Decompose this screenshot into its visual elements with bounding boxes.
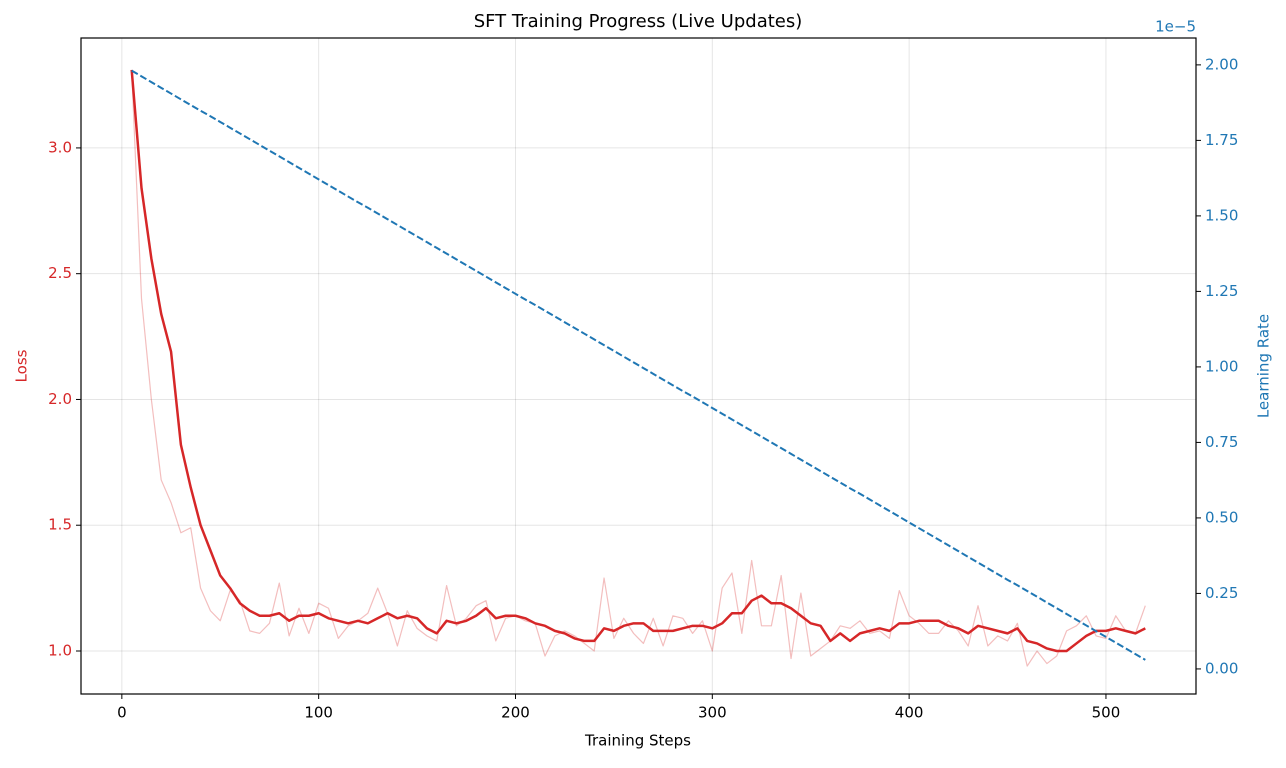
y-tick-label: 2.5 xyxy=(48,264,72,282)
x-tick-label: 300 xyxy=(698,704,727,722)
y2-tick-label: 0.75 xyxy=(1205,433,1238,451)
y2-tick-label: 0.25 xyxy=(1205,584,1238,602)
x-tick-label: 100 xyxy=(304,704,333,722)
y-tick-label: 1.5 xyxy=(48,516,72,534)
y-tick-label: 2.0 xyxy=(48,390,72,408)
x-tick-label: 400 xyxy=(895,704,924,722)
series-line xyxy=(131,69,1146,661)
series-line xyxy=(131,69,1146,667)
y-tick-label: 1.0 xyxy=(48,641,72,659)
y2-tick-label: 0.50 xyxy=(1205,508,1238,526)
y2-tick-label: 1.75 xyxy=(1205,131,1238,149)
y-tick-label: 3.0 xyxy=(48,138,72,156)
y2-tick-label: 2.00 xyxy=(1205,55,1238,73)
x-tick-label: 200 xyxy=(501,704,530,722)
y-axis-label: Loss xyxy=(13,349,31,382)
x-axis-label: Training Steps xyxy=(584,732,691,750)
x-tick-label: 0 xyxy=(117,704,127,722)
y2-tick-label: 0.00 xyxy=(1205,659,1238,677)
plot-frame xyxy=(80,37,1197,695)
y2-tick-label: 1.50 xyxy=(1205,206,1238,224)
y2-tick-label: 1.25 xyxy=(1205,282,1238,300)
y2-tick-label: 1.00 xyxy=(1205,357,1238,375)
x-tick-label: 500 xyxy=(1092,704,1121,722)
chart-title: SFT Training Progress (Live Updates) xyxy=(474,11,803,32)
y2-offset-label: 1e−5 xyxy=(1155,18,1196,36)
series-line xyxy=(130,69,1146,653)
y2-axis-label: Learning Rate xyxy=(1255,314,1273,418)
